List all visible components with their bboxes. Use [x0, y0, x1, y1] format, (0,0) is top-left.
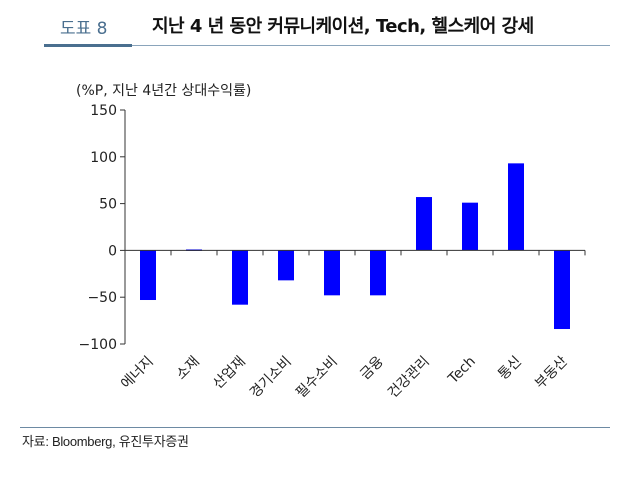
figure-header: 도표 8 지난 4 년 동안 커뮤니케이션, Tech, 헬스케어 강세: [0, 0, 625, 48]
bar-5: [324, 250, 340, 296]
figure-number: 도표 8: [60, 19, 108, 39]
x-tick-label: 소재: [173, 354, 203, 384]
y-tick-label: 150: [90, 103, 117, 119]
header-rule: [132, 45, 610, 46]
y-tick-label: −50: [87, 290, 117, 306]
x-tick-label: Tech: [445, 354, 479, 388]
bar-8: [462, 202, 478, 251]
x-tick-label: 금융: [357, 353, 387, 383]
y-axis: 150 100 50 0 −50 −100: [79, 103, 126, 353]
x-tick-label: 부동산: [532, 353, 571, 392]
x-tick-label: 경기소비: [247, 354, 295, 402]
y-tick-label: 0: [108, 243, 117, 259]
bar-7: [416, 197, 432, 251]
bars: [140, 163, 570, 330]
source-note: 자료: Bloomberg, 유진투자증권: [22, 434, 189, 449]
x-tick-label: 건강관리: [385, 354, 433, 402]
x-tick-label: 통신: [495, 354, 525, 384]
bar-10: [554, 250, 570, 330]
bar-4: [278, 250, 294, 281]
footer-rule: [20, 427, 610, 428]
figure-title: 지난 4 년 동안 커뮤니케이션, Tech, 헬스케어 강세: [152, 16, 534, 37]
x-tick-label: 에너지: [118, 354, 157, 393]
chart-unit-label: (%P, 지난 4년간 상대수익률): [76, 83, 252, 99]
y-tick-label: −100: [79, 337, 117, 353]
bar-1: [140, 250, 156, 301]
bar-9: [508, 163, 524, 251]
bar-6: [370, 250, 386, 296]
x-tick-label: 필수소비: [293, 354, 341, 402]
bar-3: [232, 250, 248, 305]
x-tick-label: 산업재: [210, 354, 249, 393]
y-tick-label: 50: [99, 197, 117, 213]
header-rule-accent: [44, 44, 132, 47]
y-tick-label: 100: [90, 150, 117, 166]
